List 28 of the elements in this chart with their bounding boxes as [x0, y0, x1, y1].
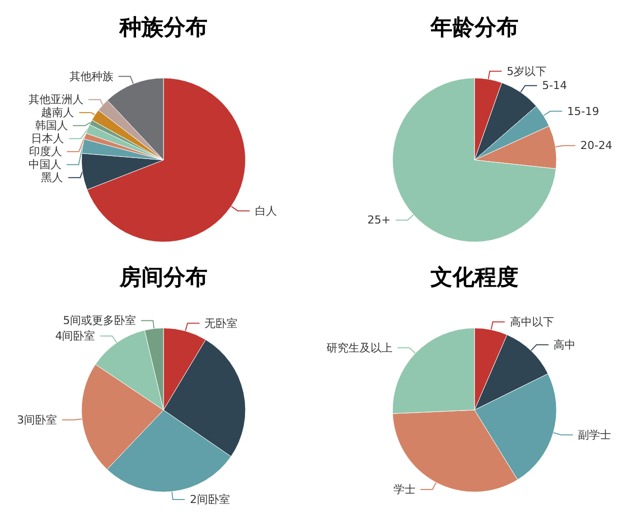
slice-label: 中国人 [28, 158, 62, 172]
slice-label: 5-14 [542, 79, 568, 92]
slice-label: 15-19 [567, 104, 600, 118]
slice-label: 黑人 [41, 171, 64, 184]
slice-label: 日本人 [30, 132, 64, 146]
chart-title: 房间分布 [118, 264, 208, 290]
slice-label: 学士 [393, 483, 416, 496]
slice-label: 4间卧室 [55, 330, 96, 343]
chart-title: 年龄分布 [430, 16, 518, 40]
slice-label: 25+ [367, 214, 391, 227]
slice-label: 2间卧室 [190, 493, 230, 506]
slice-label: 其他种族 [69, 70, 114, 83]
slice-label: 副学士 [578, 428, 612, 442]
slice-label: 3间卧室 [17, 413, 58, 426]
chart-title: 种族分布 [118, 16, 208, 40]
slice-label: 白人 [254, 204, 277, 218]
slice-label: 5间或更多卧室 [63, 314, 136, 328]
slice-label: 高中以下 [510, 315, 554, 328]
chart-title: 文化程度 [430, 264, 518, 290]
slice-label: 20-24 [580, 139, 612, 152]
slice-label: 韩国人 [34, 119, 68, 132]
slice-label: 5岁以下 [506, 64, 547, 78]
slice-label: 无卧室 [204, 316, 238, 330]
slice-label: 其他亚洲人 [28, 93, 84, 106]
slice-label: 高中 [554, 338, 576, 352]
slice-label: 研究生及以上 [326, 341, 392, 354]
slice-label: 越南人 [41, 106, 74, 120]
slice-label: 印度人 [28, 145, 62, 158]
